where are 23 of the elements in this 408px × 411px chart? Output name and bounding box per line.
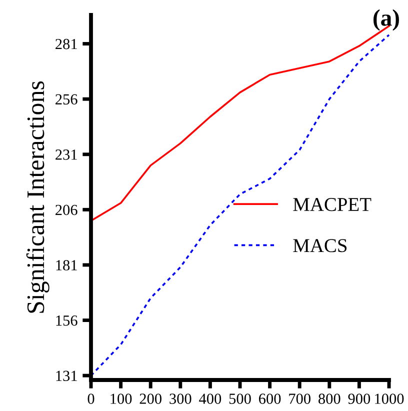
legend-label: MACPET	[293, 198, 372, 212]
x-tick-label: 100	[110, 394, 132, 404]
y-tick-label: 231	[56, 150, 77, 160]
x-tick-label: 200	[140, 394, 162, 404]
x-tick-label: 700	[289, 394, 310, 404]
x-tick-label: 900	[348, 394, 370, 404]
legend-label: MACS	[293, 239, 347, 252]
x-tick-label: 1000	[375, 394, 404, 404]
x-tick-label: 800	[318, 394, 340, 404]
y-tick-label: 206	[56, 204, 78, 216]
y-tick-label: 156	[56, 315, 78, 326]
x-tick-label: 400	[199, 394, 222, 404]
y-tick-label: 281	[56, 38, 77, 50]
y-tick-label: 256	[56, 94, 78, 105]
y-tick-label: 181	[56, 260, 77, 270]
x-tick-label: 300	[170, 394, 192, 404]
y-axis-title: Significant Interactions	[26, 81, 50, 313]
annotation: (a)	[374, 9, 399, 31]
x-tick-label: 500	[229, 394, 251, 404]
line-series	[90, 34, 390, 376]
y-tick-label: 131	[56, 370, 77, 382]
x-tick-label: 600	[259, 394, 281, 404]
x-tick-label: 0	[88, 394, 94, 404]
